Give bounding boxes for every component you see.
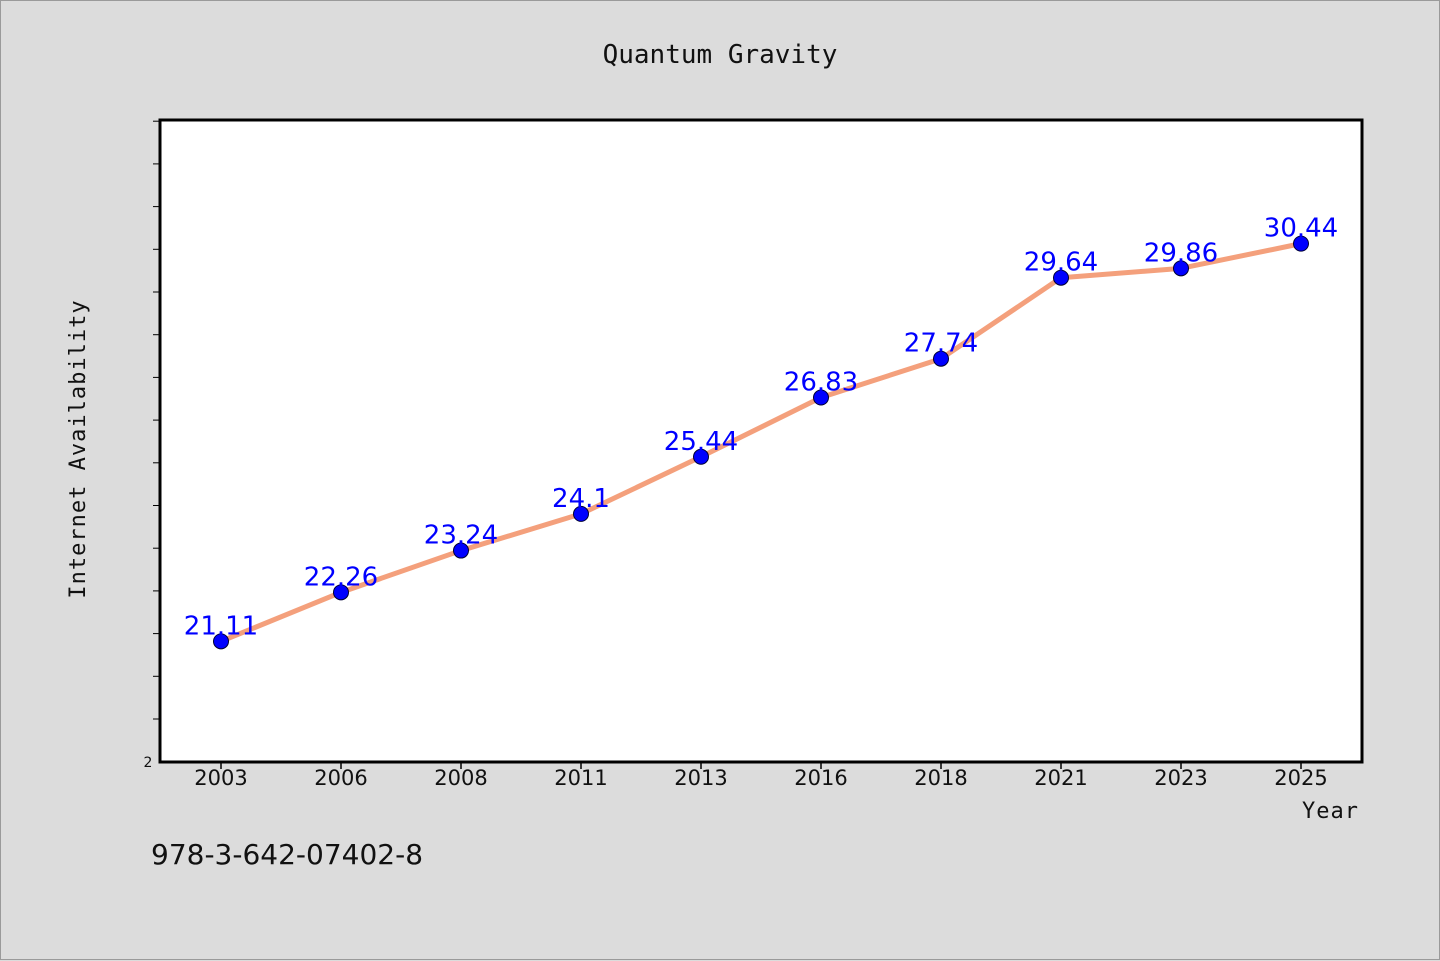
data-point	[1053, 269, 1069, 286]
chart-title: Quantum Gravity	[603, 40, 838, 70]
plot-area	[158, 118, 1364, 764]
x-tick-label: 2023	[1154, 766, 1207, 790]
series-line	[220, 241, 1302, 644]
data-label: 24.1	[552, 484, 610, 514]
x-tick-label: 2008	[434, 766, 487, 790]
data-point	[573, 505, 589, 522]
y-axis-ticks	[153, 120, 160, 720]
data-label: 29.86	[1144, 238, 1218, 268]
series: 21.11 22.26 23.24 24.1 25.44 26.83 27.74 29.64 2…	[184, 214, 1338, 650]
x-tick-label: 2013	[674, 766, 727, 790]
x-tick-label: 2025	[1274, 766, 1327, 790]
x-tick-label: 2011	[554, 766, 607, 790]
y-axis-label: Internet Availability	[66, 299, 91, 598]
data-label: 30.44	[1264, 214, 1338, 244]
data-point	[333, 584, 349, 601]
x-tick-label: 2016	[794, 766, 847, 790]
y-tick-label: 2	[144, 755, 153, 771]
data-label: 26.83	[784, 368, 858, 398]
data-label: 29.64	[1024, 248, 1098, 278]
data-point	[213, 633, 229, 650]
x-tick-label: 2003	[194, 766, 247, 790]
data-label: 22.26	[304, 562, 378, 592]
data-point	[1293, 235, 1309, 252]
data-point	[693, 448, 709, 465]
x-tick-label: 2021	[1034, 766, 1087, 790]
data-point	[933, 350, 949, 367]
x-tick-label: 2018	[914, 766, 967, 790]
x-tick-label: 2006	[314, 766, 367, 790]
data-label: 23.24	[424, 521, 498, 551]
data-label: 25.44	[664, 427, 738, 457]
data-label: 21.11	[184, 611, 258, 641]
x-axis: 2003 2006 2008 2011 2013 2016 2018 2021 2023 2025	[194, 762, 1328, 790]
data-point	[453, 542, 469, 559]
isbn-annotation: 978-3-642-07402-8	[151, 838, 423, 871]
data-point	[1173, 260, 1189, 277]
data-label: 27.74	[904, 329, 978, 359]
data-point	[813, 389, 829, 406]
x-axis-label: Year	[1302, 799, 1359, 824]
